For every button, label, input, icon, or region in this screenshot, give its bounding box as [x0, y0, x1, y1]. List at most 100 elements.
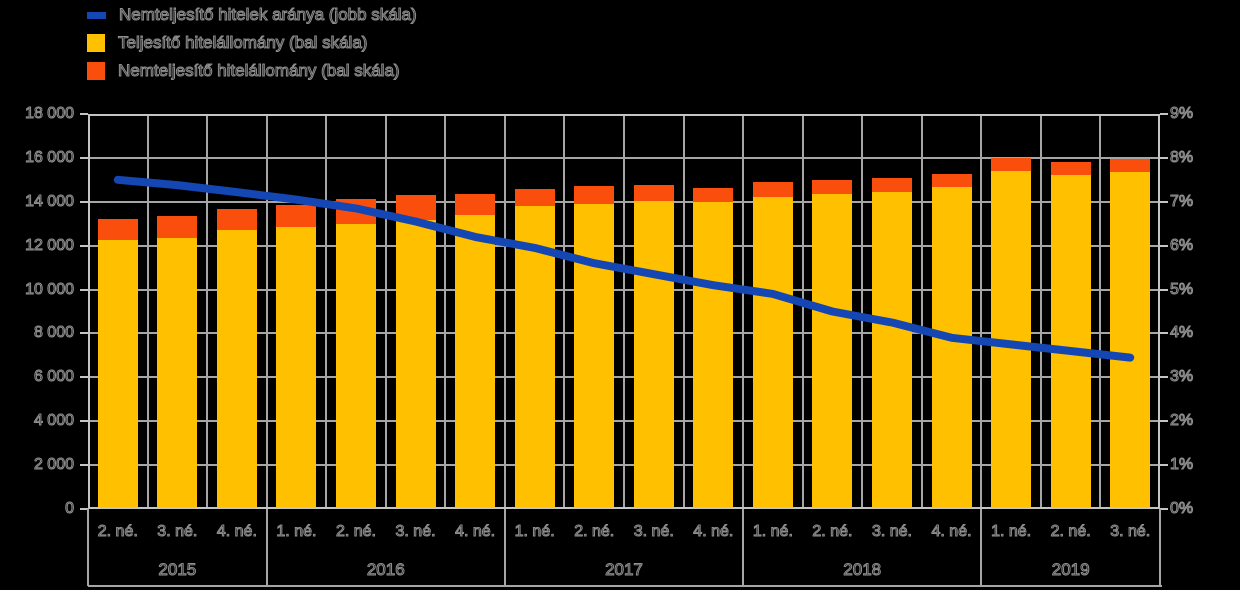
bar-nonperforming-segment [693, 187, 734, 202]
bar-performing-segment [455, 214, 496, 509]
quarter-label: 4. né. [931, 523, 972, 541]
bar-nonperforming-segment [991, 158, 1032, 172]
bar-performing-segment [574, 203, 615, 509]
quarter-label: 4. né. [693, 523, 734, 541]
quarter-label: 3. né. [395, 523, 436, 541]
quarter-label: 2. né. [812, 523, 853, 541]
bar-performing-segment [872, 191, 912, 509]
right-axis-tick [1160, 200, 1168, 203]
gridline-vertical [563, 114, 566, 509]
npl-ratio-polyline [113, 175, 1135, 362]
bar-nonperforming-segment [514, 188, 555, 207]
bar-nonperforming-segment [276, 205, 317, 228]
left-axis-tick [80, 420, 88, 423]
bar-nonperforming-segment [633, 185, 674, 201]
left-axis-label: 12 000 [25, 236, 75, 254]
right-axis-label: 9% [1170, 105, 1194, 123]
bar-nonperforming-segment [216, 209, 257, 231]
left-axis-label: 18 000 [25, 105, 75, 123]
gridline-vertical [742, 114, 745, 509]
bar-performing-segment [276, 227, 317, 509]
gridline-vertical [206, 114, 209, 509]
legend-square-marker-icon [87, 62, 105, 80]
year-separator [265, 509, 268, 586]
gridline-vertical [623, 114, 625, 509]
quarter-label: 1. né. [514, 523, 555, 541]
bar-performing-segment [633, 200, 674, 509]
bar-nonperforming-segment [812, 180, 853, 195]
year-label: 2017 [605, 560, 644, 580]
gridline-vertical [682, 114, 685, 509]
right-axis-label: 6% [1170, 236, 1194, 254]
bar-nonperforming-segment [455, 194, 496, 215]
quarter-label: 2. né. [574, 523, 615, 541]
gridline-vertical [801, 114, 804, 509]
quarter-label: 3. né. [871, 523, 912, 541]
right-axis-tick [1160, 156, 1168, 159]
bar-performing-segment [1050, 175, 1091, 509]
bar-nonperforming-segment [157, 216, 198, 238]
quarter-label: 2. né. [335, 523, 376, 541]
bar-performing-segment [216, 230, 257, 509]
left-axis-label: 10 000 [25, 280, 75, 298]
quarter-label: 1. né. [276, 523, 317, 541]
bar-performing-segment [752, 196, 793, 509]
right-axis-label: 2% [1170, 412, 1194, 430]
left-axis-tick [80, 244, 88, 247]
left-axis-tick [80, 200, 88, 203]
right-axis-tick [1160, 464, 1168, 467]
left-axis-label: 2 000 [33, 456, 74, 474]
quarter-label: 4. né. [216, 523, 257, 541]
plot-area [88, 114, 1160, 509]
gridline-vertical [265, 114, 268, 509]
left-axis-label: 14 000 [25, 192, 75, 210]
npl-ratio-line [113, 175, 1135, 362]
legend-square-marker-icon [87, 34, 105, 52]
year-label: 2019 [1051, 560, 1090, 580]
year-separator [980, 509, 983, 586]
bar-performing-segment [1110, 171, 1151, 509]
right-axis-label: 3% [1170, 368, 1194, 386]
bar-performing-segment [395, 220, 436, 509]
legend-item-npl-ratio: Nemteljesítő hitelek aránya (jobb skála) [87, 1, 417, 29]
quarter-label: 3. né. [1110, 523, 1151, 541]
quarter-label: 4. né. [455, 523, 496, 541]
legend-label: Teljesítő hitelállomány (bal skála) [117, 33, 368, 53]
left-axis-label: 16 000 [25, 148, 75, 166]
category-axis-bottom-border [88, 585, 1162, 587]
left-axis-label: 4 000 [33, 412, 74, 430]
bar-performing-segment [97, 240, 138, 509]
bar-nonperforming-segment [931, 174, 972, 187]
gridline-vertical [503, 114, 506, 509]
quarter-label: 2. né. [97, 523, 138, 541]
legend: Nemteljesítő hitelek aránya (jobb skála)… [87, 1, 417, 85]
left-axis-tick [80, 156, 88, 159]
bar-nonperforming-segment [1110, 159, 1151, 172]
left-axis-tick [80, 508, 88, 510]
bar-nonperforming-segment [752, 182, 793, 197]
bar-performing-segment [693, 201, 734, 509]
bar-performing-segment [514, 206, 555, 509]
quarter-label: 1. né. [991, 523, 1032, 541]
bar-performing-segment [812, 194, 853, 509]
right-axis-tick [1160, 288, 1168, 291]
year-label: 2016 [366, 560, 405, 580]
right-axis-tick [1160, 332, 1168, 335]
right-axis-tick [1160, 508, 1168, 510]
legend-label: Nemteljesítő hitelállomány (bal skála) [118, 61, 401, 81]
gridline-vertical [1099, 114, 1102, 509]
bar-nonperforming-segment [97, 219, 138, 241]
bar-performing-segment [931, 186, 972, 509]
legend-item-performing-stock: Teljesítő hitelállomány (bal skála) [87, 29, 417, 57]
right-axis-tick [1160, 244, 1168, 247]
bar-performing-segment [336, 223, 376, 509]
gridline-vertical [325, 114, 328, 509]
gridline-vertical [980, 114, 983, 509]
gridline-vertical [861, 114, 864, 509]
right-axis-label: 4% [1170, 324, 1194, 342]
left-axis-tick [80, 332, 88, 335]
left-axis-tick [80, 464, 88, 467]
right-axis-label: 5% [1170, 280, 1194, 298]
bar-performing-segment [157, 238, 198, 509]
